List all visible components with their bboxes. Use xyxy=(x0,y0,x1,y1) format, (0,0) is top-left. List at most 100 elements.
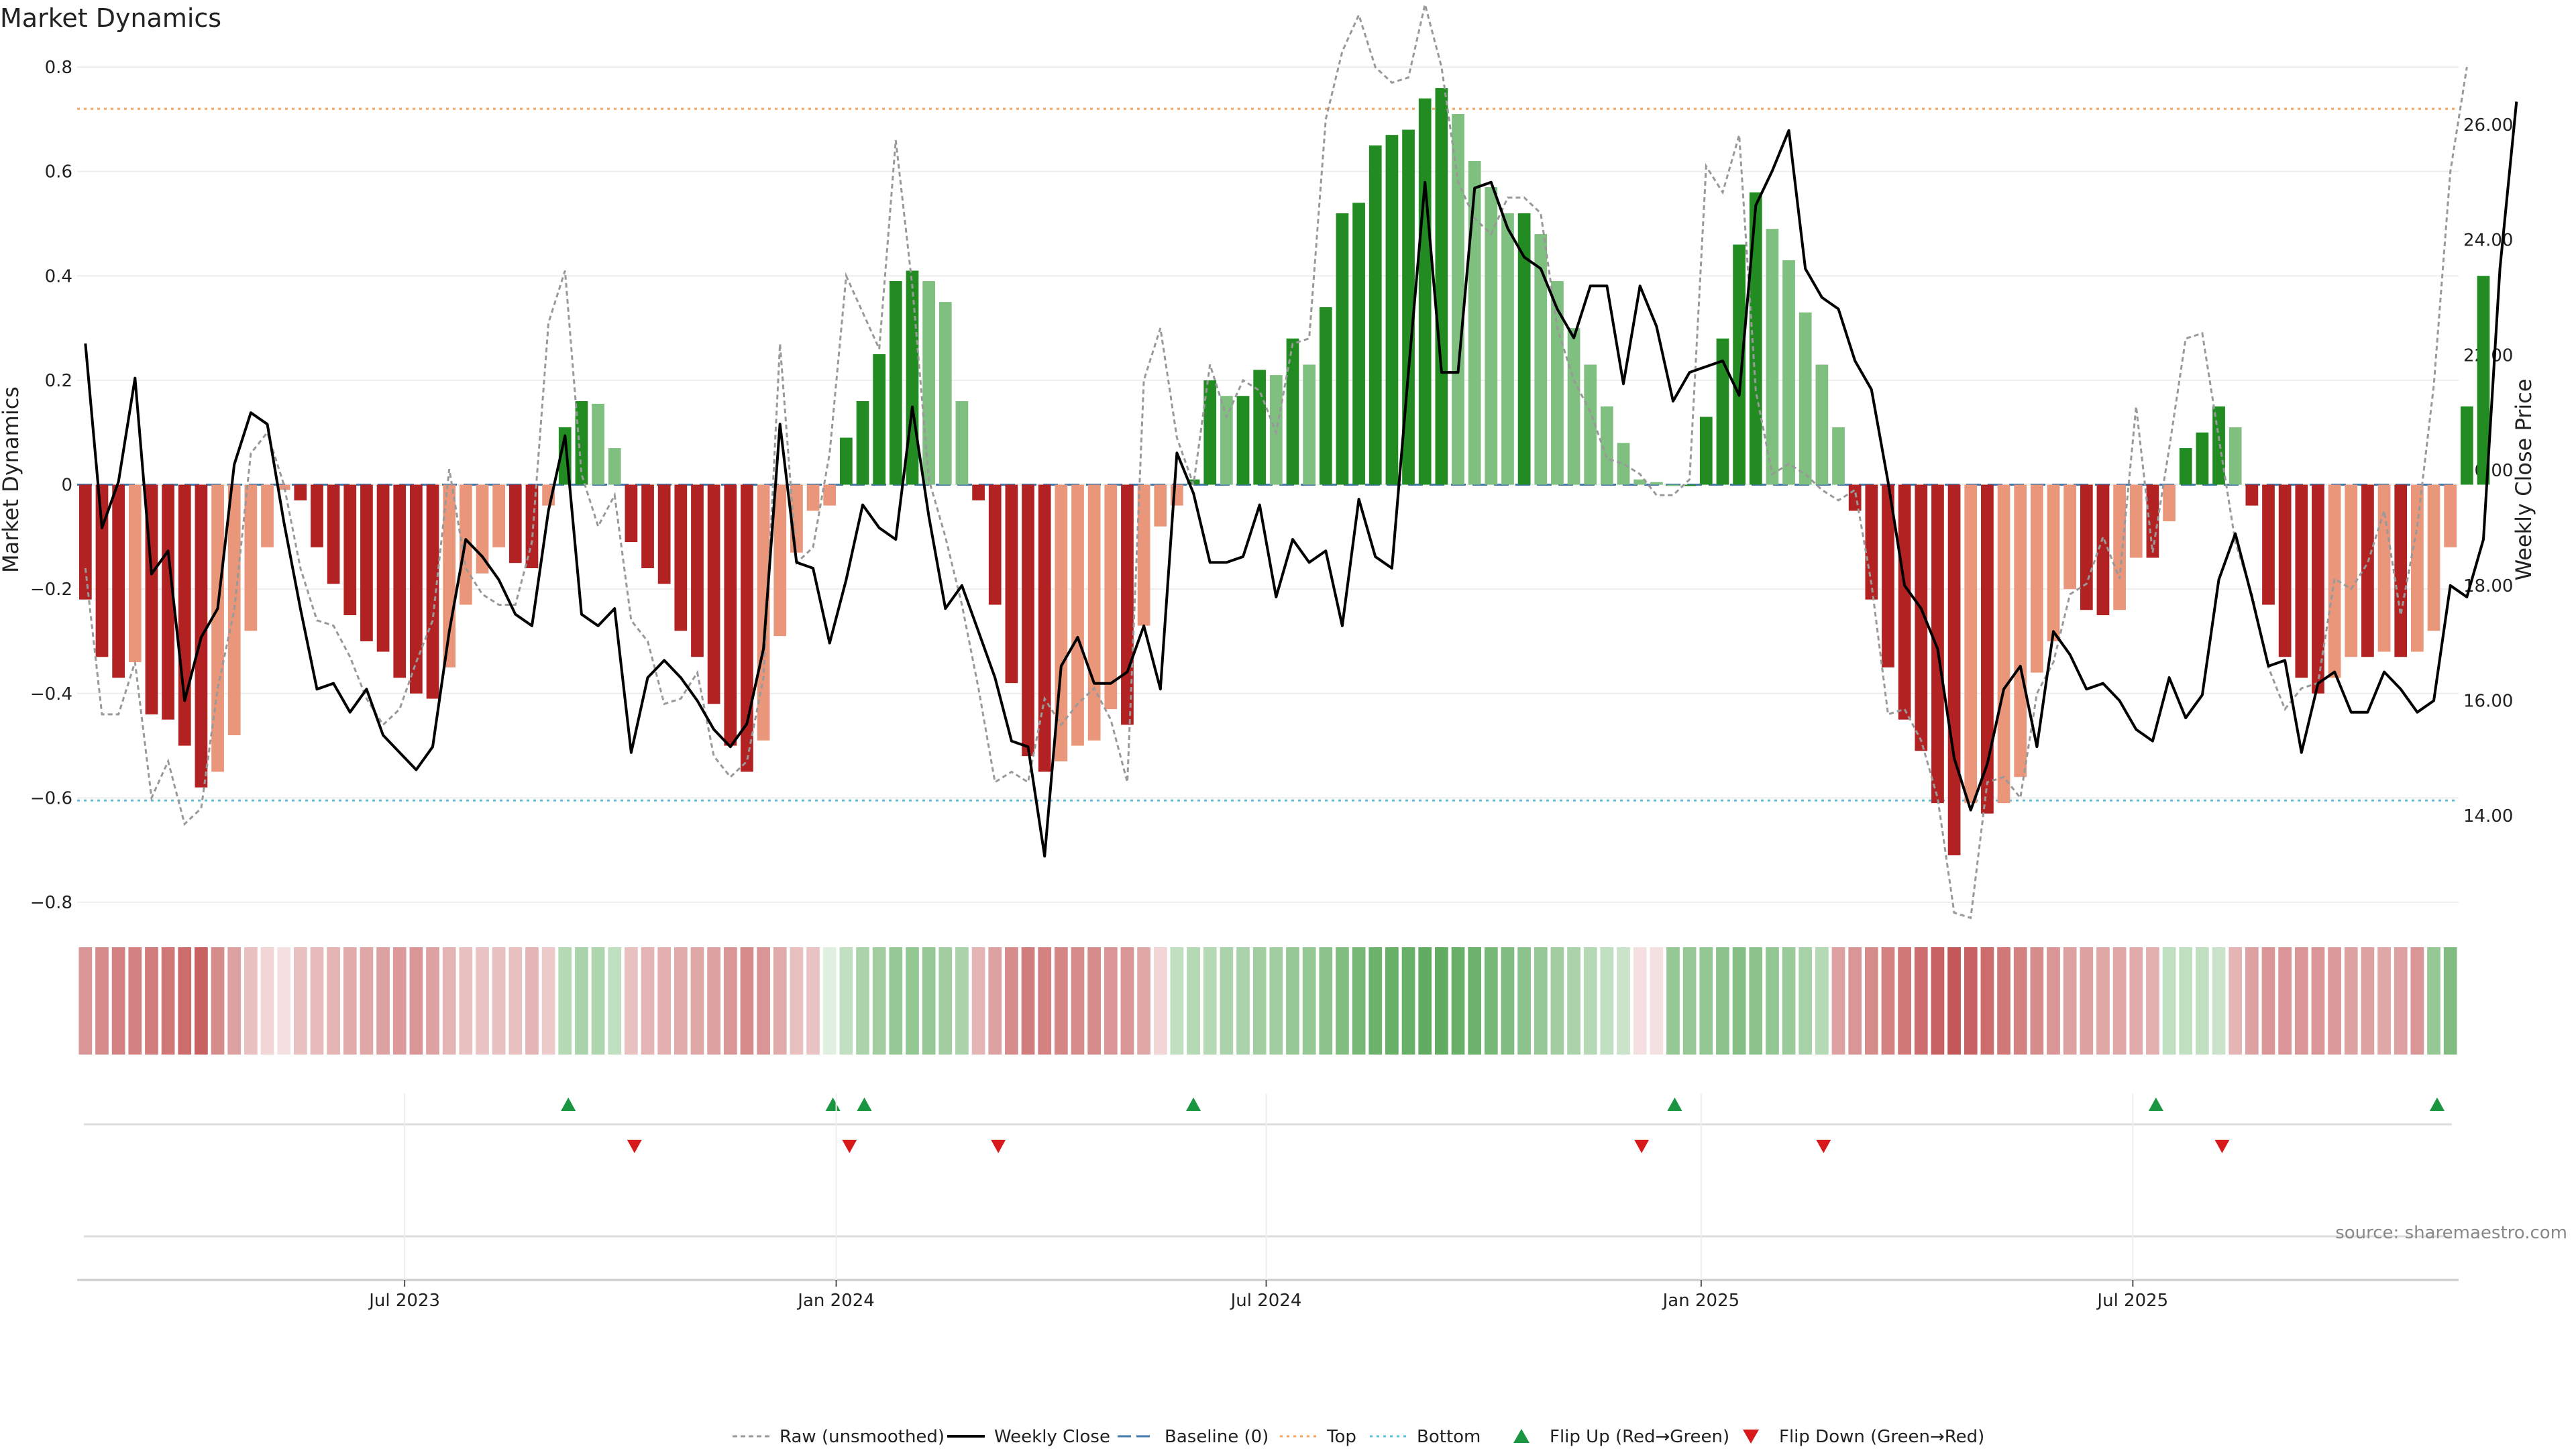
regime-cell xyxy=(1120,947,1134,1055)
regime-cell xyxy=(145,947,158,1055)
regime-cell xyxy=(1302,947,1316,1055)
momentum-bar xyxy=(938,302,952,485)
regime-cell xyxy=(260,947,274,1055)
regime-cell xyxy=(2162,947,2176,1055)
regime-cell xyxy=(625,947,638,1055)
momentum-bar xyxy=(691,484,704,657)
regime-cell xyxy=(293,947,307,1055)
regime-cell xyxy=(327,947,340,1055)
regime-cell xyxy=(1848,947,1862,1055)
momentum-bar xyxy=(343,484,357,616)
regime-cell xyxy=(2443,947,2457,1055)
regime-cell xyxy=(906,947,919,1055)
momentum-bar xyxy=(625,484,638,543)
momentum-bar xyxy=(244,484,258,631)
regime-cell xyxy=(1170,947,1184,1055)
regime-cell xyxy=(1716,947,1729,1055)
momentum-bar xyxy=(1650,482,1663,485)
regime-cell xyxy=(1368,947,1383,1055)
regime-cell xyxy=(161,947,175,1055)
legend-label-flip_up: Flip Up (Red→Green) xyxy=(1550,1427,1729,1447)
legend-label-baseline: Baseline (0) xyxy=(1165,1427,1269,1447)
momentum-bar xyxy=(1832,427,1845,485)
momentum-bar xyxy=(227,484,241,735)
regime-cell xyxy=(1782,947,1796,1055)
legend-item-flip_down: Flip Down (Green→Red) xyxy=(1743,1427,1984,1447)
regime-cell xyxy=(608,947,622,1055)
regime-cell xyxy=(1633,947,1647,1055)
legend-item-top: Top xyxy=(1280,1427,1356,1447)
regime-cell xyxy=(1054,947,1068,1055)
regime-cell xyxy=(2179,947,2193,1055)
regime-cell xyxy=(1418,947,1432,1055)
momentum-bar xyxy=(95,484,109,657)
regime-cell xyxy=(2196,947,2209,1055)
left-tick-label-3: 0.2 xyxy=(45,371,72,391)
regime-cell xyxy=(872,947,886,1055)
regime-cell xyxy=(1699,947,1713,1055)
momentum-bar xyxy=(1137,484,1150,626)
right-tick-label-1: 24.00 xyxy=(2463,231,2513,251)
momentum-bar xyxy=(1766,229,1779,485)
regime-cell xyxy=(889,947,903,1055)
momentum-bar xyxy=(2229,427,2242,485)
momentum-bar xyxy=(2295,484,2308,678)
x-tick-label-2: Jul 2024 xyxy=(1230,1291,1302,1311)
legend-label-flip_down: Flip Down (Green→Red) xyxy=(1779,1427,1984,1447)
regime-cell xyxy=(1385,947,1399,1055)
flip-down-marker xyxy=(1634,1140,1650,1153)
momentum-bar xyxy=(1915,484,1928,751)
flip-down-marker xyxy=(1816,1140,1831,1153)
regime-cell xyxy=(1931,947,1945,1055)
momentum-bar xyxy=(2080,484,2093,610)
regime-cell xyxy=(2146,947,2159,1055)
momentum-bar xyxy=(856,401,869,485)
regime-cell xyxy=(277,947,291,1055)
right-axis-label: Weekly Close Price xyxy=(2511,378,2536,580)
regime-cell xyxy=(310,947,324,1055)
regime-cell xyxy=(2212,947,2226,1055)
regime-strip xyxy=(78,947,2457,1055)
regime-cell xyxy=(575,947,588,1055)
momentum-bar xyxy=(1733,244,1746,485)
legend-item-raw: Raw (unsmoothed) xyxy=(733,1427,945,1447)
x-tick-label-0: Jul 2023 xyxy=(368,1291,440,1311)
regime-cell xyxy=(2063,947,2077,1055)
regime-cell xyxy=(641,947,655,1055)
momentum-bar xyxy=(2212,406,2225,485)
regime-cell xyxy=(1187,947,1200,1055)
momentum-bar xyxy=(112,484,125,678)
momentum-bar xyxy=(2096,484,2110,616)
regime-cell xyxy=(1269,947,1283,1055)
momentum-bar xyxy=(1981,484,1994,814)
regime-cell xyxy=(1815,947,1829,1055)
flip-up-marker xyxy=(2429,1097,2445,1111)
momentum-bar xyxy=(575,401,588,485)
momentum-bar xyxy=(1882,484,1894,667)
momentum-bar xyxy=(2312,484,2324,694)
momentum-bar xyxy=(1253,370,1267,485)
momentum-bar xyxy=(178,484,191,746)
regime-cell xyxy=(128,947,142,1055)
momentum-bar xyxy=(1584,364,1597,485)
momentum-bar xyxy=(657,484,671,584)
momentum-bar xyxy=(641,484,654,568)
regime-cell xyxy=(2229,947,2243,1055)
regime-cell xyxy=(2047,947,2060,1055)
momentum-bar xyxy=(2179,448,2192,485)
momentum-bar xyxy=(1567,328,1580,485)
momentum-bar xyxy=(2427,484,2440,631)
momentum-bar xyxy=(443,484,456,667)
momentum-bar xyxy=(1485,186,1498,485)
momentum-bar xyxy=(1203,380,1217,485)
regime-cell xyxy=(591,947,605,1055)
regime-cell xyxy=(2344,947,2358,1055)
momentum-bar xyxy=(757,484,770,741)
momentum-bar xyxy=(376,484,390,652)
momentum-bar xyxy=(1418,98,1432,485)
momentum-bar xyxy=(525,484,539,568)
regime-cell xyxy=(1964,947,1978,1055)
left-axis-label: Market Dynamics xyxy=(0,386,23,573)
momentum-bar xyxy=(2163,484,2176,521)
regime-cell xyxy=(971,947,985,1055)
